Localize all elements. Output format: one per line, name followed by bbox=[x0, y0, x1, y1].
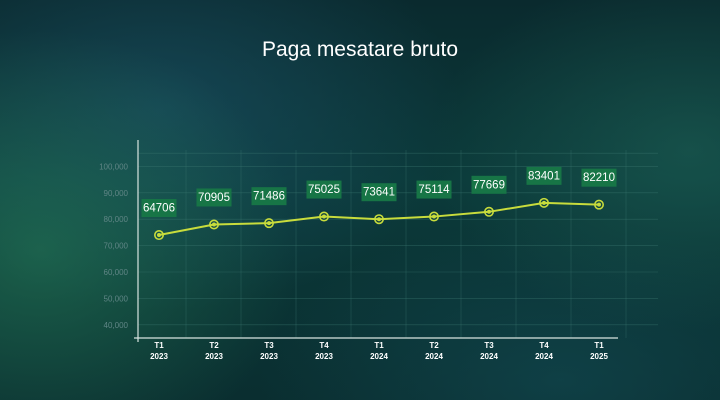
data-point bbox=[487, 209, 491, 214]
x-tick-year: 2025 bbox=[590, 352, 608, 361]
data-label-box bbox=[471, 175, 507, 194]
data-point bbox=[212, 222, 216, 227]
data-label: 73641 bbox=[363, 187, 395, 199]
data-point-ring bbox=[593, 199, 604, 210]
x-tick-quarter: T2 bbox=[209, 341, 219, 350]
x-tick-quarter: T2 bbox=[429, 341, 439, 350]
data-point-ring bbox=[263, 218, 274, 229]
x-tick-year: 2024 bbox=[370, 352, 388, 361]
data-label-box bbox=[416, 180, 452, 199]
data-label-box bbox=[141, 199, 177, 218]
data-label-box bbox=[361, 183, 397, 202]
data-label: 70905 bbox=[198, 192, 230, 204]
y-tick-label: 70,000 bbox=[104, 242, 129, 251]
data-label-box bbox=[251, 187, 287, 206]
x-tick-quarter: T4 bbox=[319, 341, 329, 350]
data-point bbox=[267, 221, 271, 226]
y-tick-label: 90,000 bbox=[104, 189, 129, 198]
y-tick-label: 50,000 bbox=[104, 294, 129, 303]
x-tick-quarter: T4 bbox=[539, 341, 549, 350]
y-tick-label: 40,000 bbox=[104, 321, 129, 330]
x-tick-year: 2023 bbox=[260, 352, 278, 361]
data-point-ring bbox=[373, 214, 384, 225]
x-tick-quarter: T1 bbox=[594, 341, 604, 350]
x-tick-year: 2023 bbox=[150, 352, 168, 361]
data-point bbox=[432, 214, 436, 219]
data-point bbox=[597, 202, 601, 207]
y-tick-label: 60,000 bbox=[104, 268, 129, 277]
data-label-box bbox=[581, 168, 617, 187]
data-point-ring bbox=[428, 211, 439, 222]
data-point-ring bbox=[483, 206, 494, 217]
data-labels: 64706 70905 71486 75025 73641 75114 77669 83401… bbox=[141, 166, 617, 218]
data-label-box bbox=[526, 166, 562, 185]
x-tick-quarter: T3 bbox=[264, 341, 274, 350]
data-point bbox=[157, 233, 161, 238]
data-point-ring bbox=[154, 230, 165, 241]
data-point bbox=[377, 217, 381, 222]
data-label: 71486 bbox=[253, 191, 285, 203]
data-point-ring bbox=[318, 211, 329, 222]
data-point bbox=[322, 214, 326, 219]
data-point-ring bbox=[538, 197, 549, 208]
data-label: 82210 bbox=[583, 172, 615, 184]
x-tick-quarter: T1 bbox=[374, 341, 384, 350]
y-tick-label: 100,000 bbox=[99, 162, 128, 171]
y-axis-ticks: 100,000 90,000 80,000 70,000 60,000 50,000 40,… bbox=[99, 162, 128, 329]
x-tick-year: 2024 bbox=[425, 352, 443, 361]
data-label: 75025 bbox=[308, 184, 340, 196]
data-point bbox=[542, 200, 546, 205]
x-tick-year: 2024 bbox=[535, 352, 553, 361]
data-label: 83401 bbox=[528, 170, 560, 182]
data-points bbox=[154, 197, 604, 241]
grid bbox=[138, 150, 658, 338]
x-tick-year: 2024 bbox=[480, 352, 498, 361]
axes bbox=[134, 140, 618, 342]
data-label-box bbox=[306, 180, 342, 199]
x-tick-quarter: T3 bbox=[484, 341, 494, 350]
data-label: 75114 bbox=[418, 184, 450, 196]
data-label: 64706 bbox=[143, 203, 175, 215]
x-tick-quarter: T1 bbox=[154, 341, 164, 350]
data-point-ring bbox=[209, 219, 220, 230]
data-label: 77669 bbox=[473, 179, 505, 191]
chart-title: Paga mesatare bruto bbox=[261, 38, 459, 61]
x-axis-ticks: T1 2023 T2 2023 T3 2023 T4 2023 T1 2024 T2 2024 T3 20… bbox=[150, 341, 608, 361]
x-tick-year: 2023 bbox=[315, 352, 333, 361]
x-tick-year: 2023 bbox=[205, 352, 223, 361]
data-label-box bbox=[196, 188, 232, 207]
y-tick-label: 80,000 bbox=[104, 215, 129, 224]
